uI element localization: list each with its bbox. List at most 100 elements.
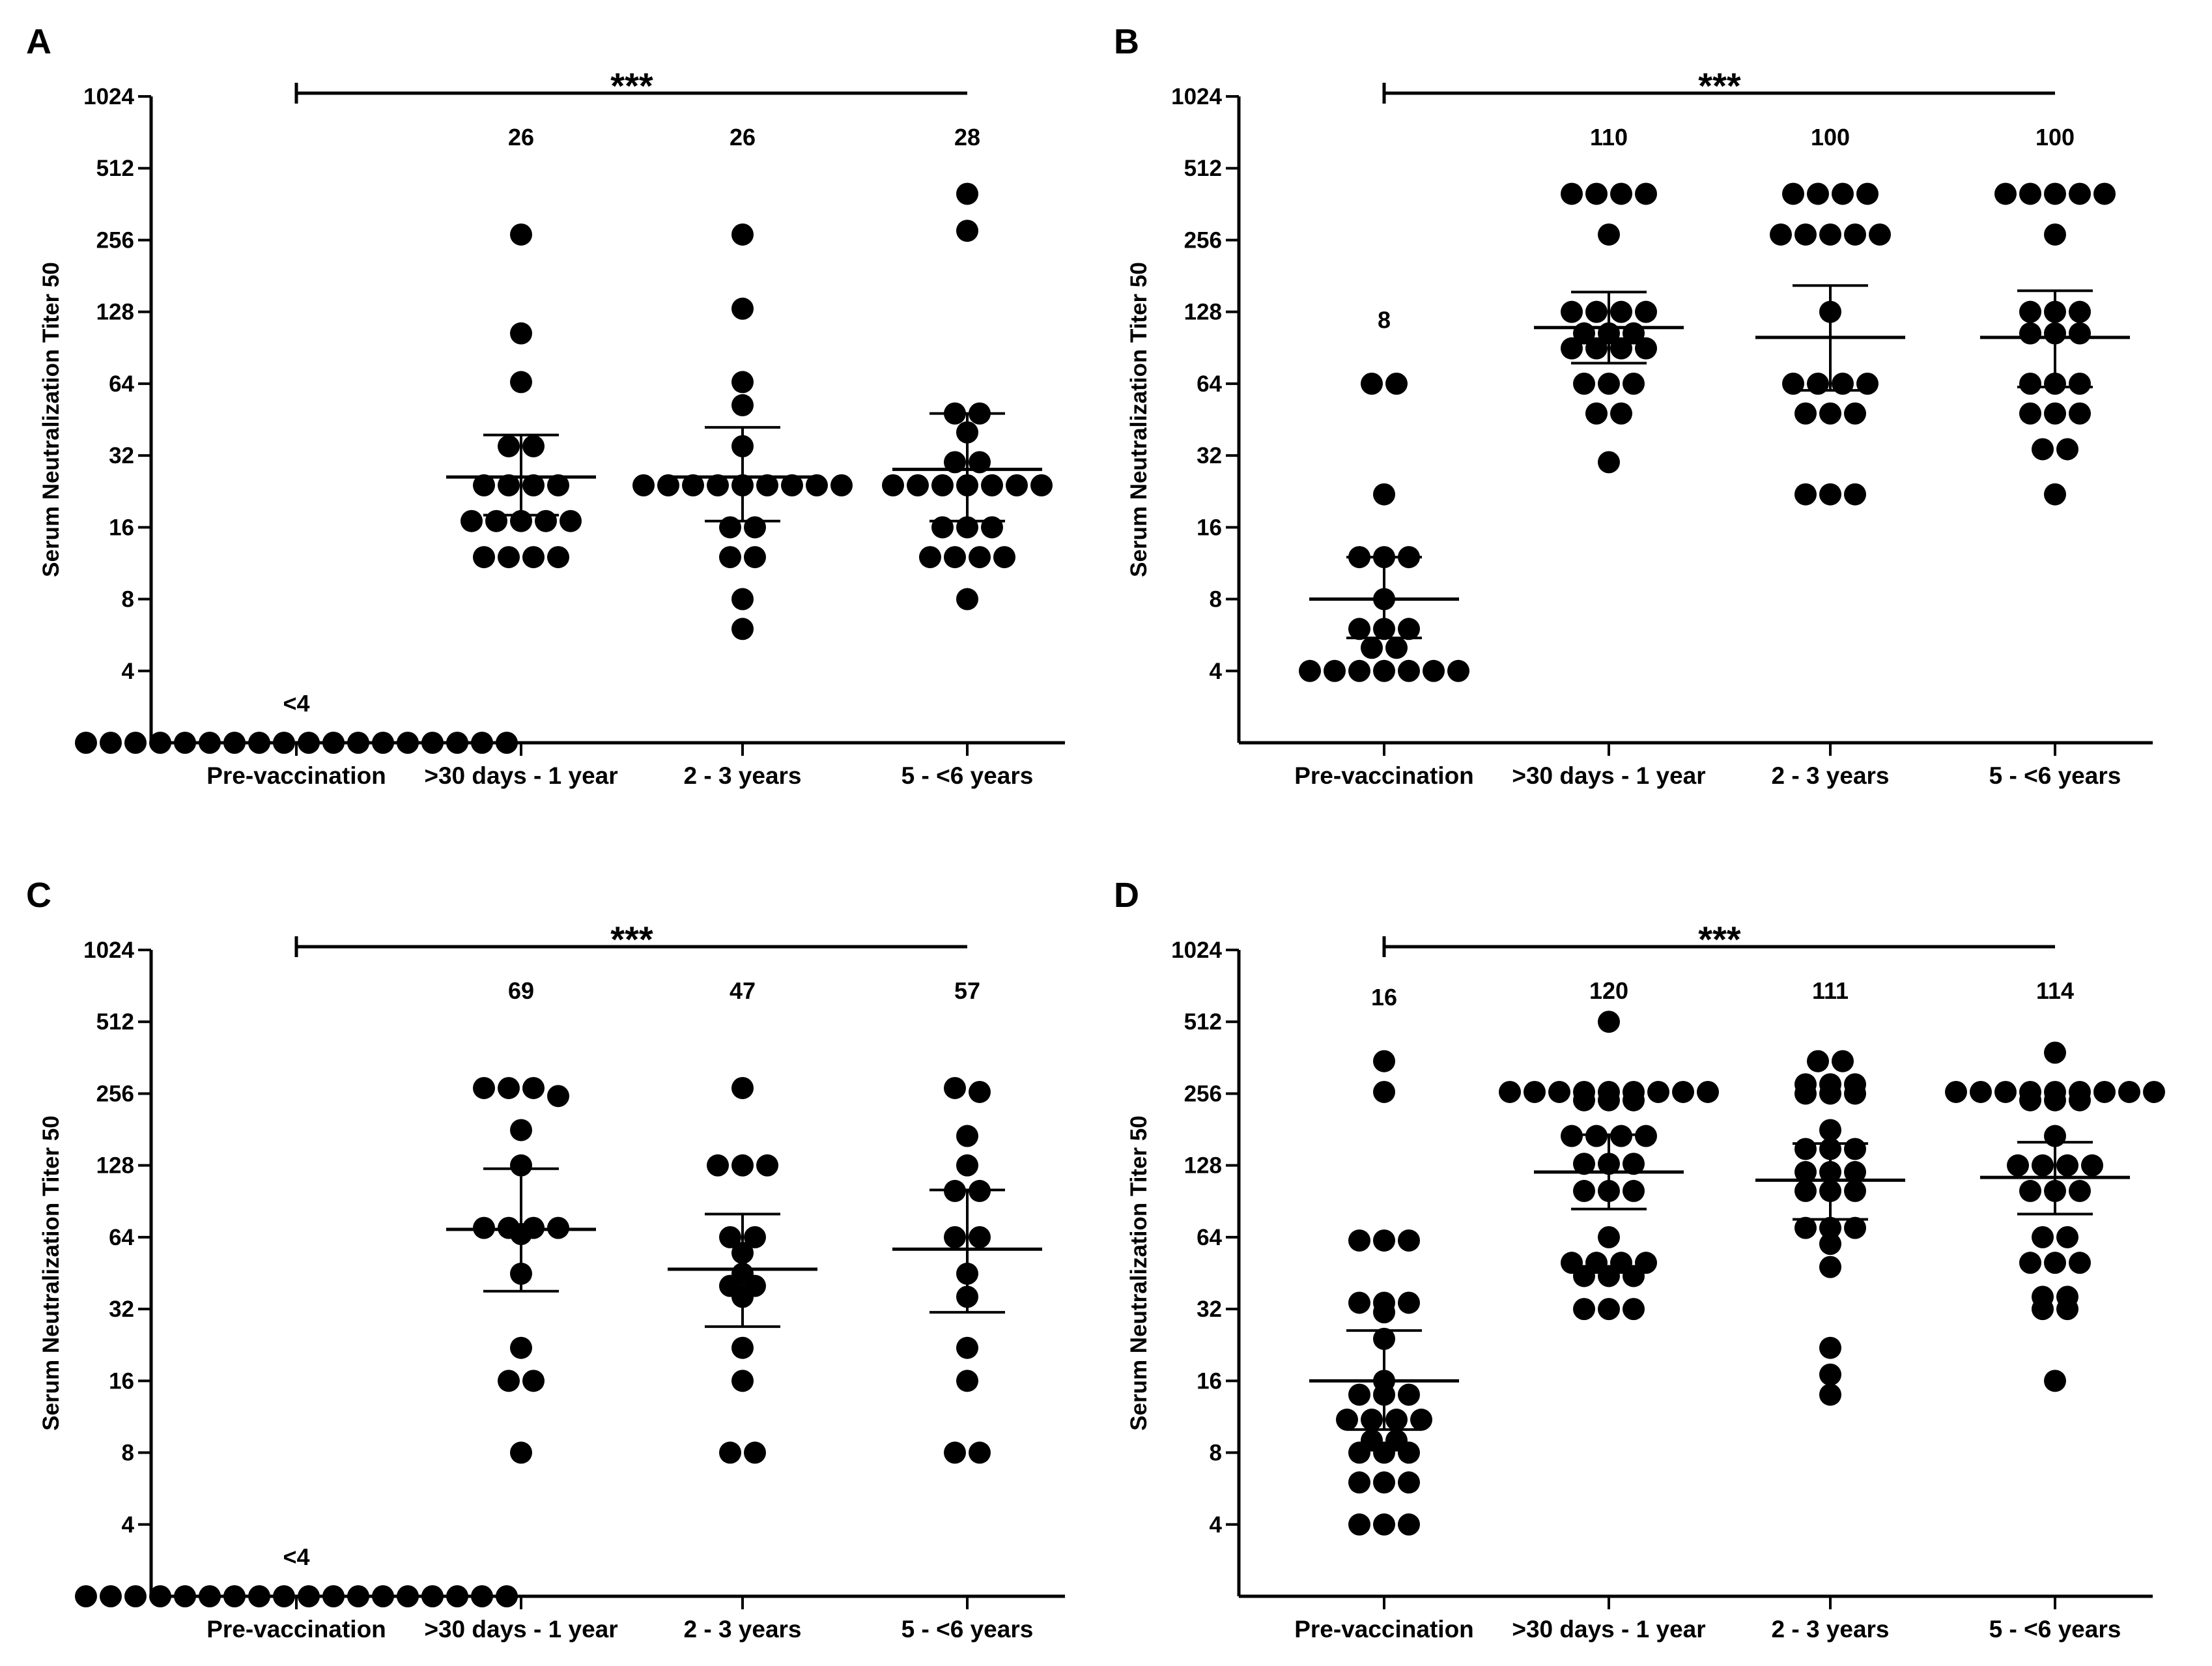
data-point (1819, 1119, 1841, 1142)
data-point (1573, 1265, 1595, 1287)
data-point (744, 546, 766, 569)
data-point (372, 1585, 394, 1607)
data-point (1598, 451, 1620, 474)
data-point (719, 516, 741, 539)
data-point (547, 546, 569, 569)
data-point (1585, 300, 1608, 323)
data-point (1994, 182, 2017, 205)
data-point (993, 546, 1015, 569)
data-point (1794, 1179, 1817, 1202)
data-point (1844, 1138, 1866, 1160)
data-point (2032, 438, 2054, 461)
data-point (931, 474, 954, 496)
y-tick-label: 64 (1197, 1225, 1222, 1250)
data-point (956, 1370, 978, 1392)
data-point (1398, 1229, 1420, 1252)
group-value-label: 69 (508, 977, 534, 1004)
data-point (2019, 1252, 2041, 1274)
data-point (1794, 1138, 1817, 1160)
x-tick-label: Pre-vaccination (206, 762, 386, 789)
data-point (781, 474, 803, 496)
y-tick-label: 16 (1197, 515, 1222, 540)
y-tick-label: 32 (109, 443, 134, 468)
x-tick-label: >30 days - 1 year (424, 762, 617, 789)
y-tick-label: 16 (109, 515, 134, 540)
data-point (124, 1585, 147, 1607)
data-point (1869, 223, 1891, 246)
data-point (2093, 182, 2116, 205)
data-point (1573, 1089, 1595, 1112)
data-point (1598, 372, 1620, 395)
x-tick-label: >30 days - 1 year (1512, 1616, 1705, 1643)
data-point (744, 1226, 766, 1248)
panel-letter: A (26, 22, 51, 61)
data-point (1647, 1080, 1669, 1103)
y-tick-label: 32 (1197, 443, 1222, 468)
data-point (981, 474, 1003, 496)
data-point (1844, 223, 1866, 246)
data-point (1819, 1256, 1841, 1278)
y-axis-label: Serum Neutralization Titer 50 (1126, 262, 1152, 577)
data-point (2069, 300, 2091, 323)
data-point (1856, 182, 1879, 205)
data-point (731, 297, 754, 320)
data-point (149, 1585, 171, 1607)
data-point (2069, 1089, 2091, 1112)
data-point (498, 1076, 520, 1099)
group-value-label: 26 (508, 124, 534, 151)
data-point (522, 474, 545, 496)
panel-c: C 4 8 16 32 64 128 256 512 1024 Serum Neutralizati… (26, 876, 1065, 1643)
data-point (2056, 438, 2078, 461)
data-point (100, 1585, 122, 1607)
data-point (1832, 1050, 1854, 1072)
data-point (2056, 1298, 2078, 1321)
data-point (522, 435, 545, 457)
data-point (496, 732, 518, 754)
y-tick-label: 128 (1184, 1153, 1222, 1179)
data-point (510, 1119, 532, 1142)
significance-label: *** (610, 919, 653, 960)
data-point (1410, 1408, 1432, 1431)
data-point (1794, 402, 1817, 425)
data-point (322, 732, 345, 754)
data-point (956, 1125, 978, 1147)
data-point (2044, 182, 2066, 205)
data-point (1623, 372, 1645, 395)
data-point (969, 546, 991, 569)
x-tick-label: Pre-vaccination (206, 1616, 386, 1643)
data-point (1385, 637, 1408, 659)
y-tick-label: 128 (1184, 300, 1222, 325)
data-point (1373, 1229, 1395, 1252)
data-point (907, 474, 929, 496)
data-point (498, 474, 520, 496)
data-point (473, 546, 495, 569)
data-point (2032, 1154, 2054, 1177)
data-point (1672, 1080, 1694, 1103)
data-point (547, 474, 569, 496)
y-tick-label: 16 (109, 1368, 134, 1394)
data-point (174, 1585, 196, 1607)
x-tick-label: >30 days - 1 year (1512, 762, 1705, 789)
y-tick-label: 128 (96, 300, 134, 325)
data-point (2019, 402, 2041, 425)
data-point (1697, 1080, 1719, 1103)
data-point (510, 1336, 532, 1359)
x-tick-label: 5 - <6 years (1989, 1616, 2121, 1643)
data-point (731, 1370, 754, 1392)
data-point (2069, 402, 2091, 425)
data-point (956, 182, 978, 205)
data-point (1844, 1216, 1866, 1239)
significance-label: *** (1698, 65, 1741, 106)
data-point (1447, 659, 1469, 682)
data-point (1819, 1363, 1841, 1386)
data-point (461, 510, 483, 532)
y-tick-label: 64 (1197, 371, 1222, 397)
data-point (1373, 1301, 1395, 1324)
data-point (1398, 1513, 1420, 1536)
data-point (1561, 300, 1583, 323)
data-point (1945, 1080, 1967, 1103)
data-point (1994, 1080, 2017, 1103)
data-point (731, 371, 754, 394)
data-point (969, 1080, 991, 1103)
